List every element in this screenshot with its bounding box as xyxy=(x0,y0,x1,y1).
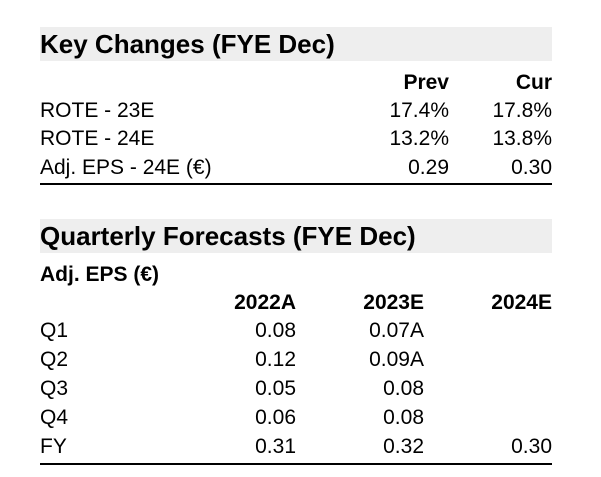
value-2023e: 0.09A xyxy=(369,348,424,371)
value-2023e: 0.32 xyxy=(383,435,424,458)
value-2023e: 0.08 xyxy=(383,406,424,429)
key-changes-title-text: Key Changes (FYE Dec) xyxy=(40,29,335,59)
cur-value: 13.8% xyxy=(492,127,552,150)
col-2024e: 2024E xyxy=(491,291,552,314)
value-2022a: 0.06 xyxy=(255,406,296,429)
value-2023e: 0.08 xyxy=(383,377,424,400)
value-2022a: 0.08 xyxy=(255,319,296,342)
col-prev: Prev xyxy=(403,71,449,94)
value-2024e: 0.30 xyxy=(511,435,552,458)
row-label: ROTE - 24E xyxy=(40,127,155,150)
row-label: Q3 xyxy=(40,377,69,400)
table-row: Q4 0.06 0.08 xyxy=(40,406,552,430)
value-2022a: 0.05 xyxy=(255,377,296,400)
quarterly-subtitle: Adj. EPS (€) xyxy=(40,263,160,286)
prev-value: 0.29 xyxy=(408,156,449,179)
col-2023e: 2023E xyxy=(363,291,424,314)
row-label: Q2 xyxy=(40,348,69,371)
cur-value: 17.8% xyxy=(492,99,552,122)
row-label: Q4 xyxy=(40,406,69,429)
value-2022a: 0.31 xyxy=(255,435,296,458)
value-2022a: 0.12 xyxy=(255,348,296,371)
row-label: Q1 xyxy=(40,319,69,342)
quarterly-header-row: 2022A 2023E 2024E xyxy=(40,291,552,315)
col-cur: Cur xyxy=(515,71,552,94)
prev-value: 13.2% xyxy=(389,127,449,150)
table-row: ROTE - 23E 17.4% 17.8% xyxy=(40,99,552,123)
row-label: FY xyxy=(40,435,67,458)
quarterly-bottom-rule xyxy=(40,463,552,465)
col-2022a: 2022A xyxy=(234,291,296,314)
key-changes-header-row: Prev Cur xyxy=(40,71,552,95)
row-label: Adj. EPS - 24E (€) xyxy=(40,156,212,179)
table-row: Adj. EPS - 24E (€) 0.29 0.30 xyxy=(40,156,552,180)
table-row: ROTE - 24E 13.2% 13.8% xyxy=(40,127,552,151)
key-changes-bottom-rule xyxy=(40,183,552,185)
table-row: Q1 0.08 0.07A xyxy=(40,319,552,343)
table-row: Q3 0.05 0.08 xyxy=(40,377,552,401)
prev-value: 17.4% xyxy=(389,99,449,122)
row-label: ROTE - 23E xyxy=(40,99,155,122)
cur-value: 0.30 xyxy=(511,156,552,179)
table-row: Q2 0.12 0.09A xyxy=(40,348,552,372)
quarterly-forecasts-title: Quarterly Forecasts (FYE Dec) xyxy=(40,219,552,253)
quarterly-forecasts-title-text: Quarterly Forecasts (FYE Dec) xyxy=(40,221,416,251)
key-changes-title: Key Changes (FYE Dec) xyxy=(40,27,552,61)
table-row: FY 0.31 0.32 0.30 xyxy=(40,435,552,459)
value-2023e: 0.07A xyxy=(369,319,424,342)
